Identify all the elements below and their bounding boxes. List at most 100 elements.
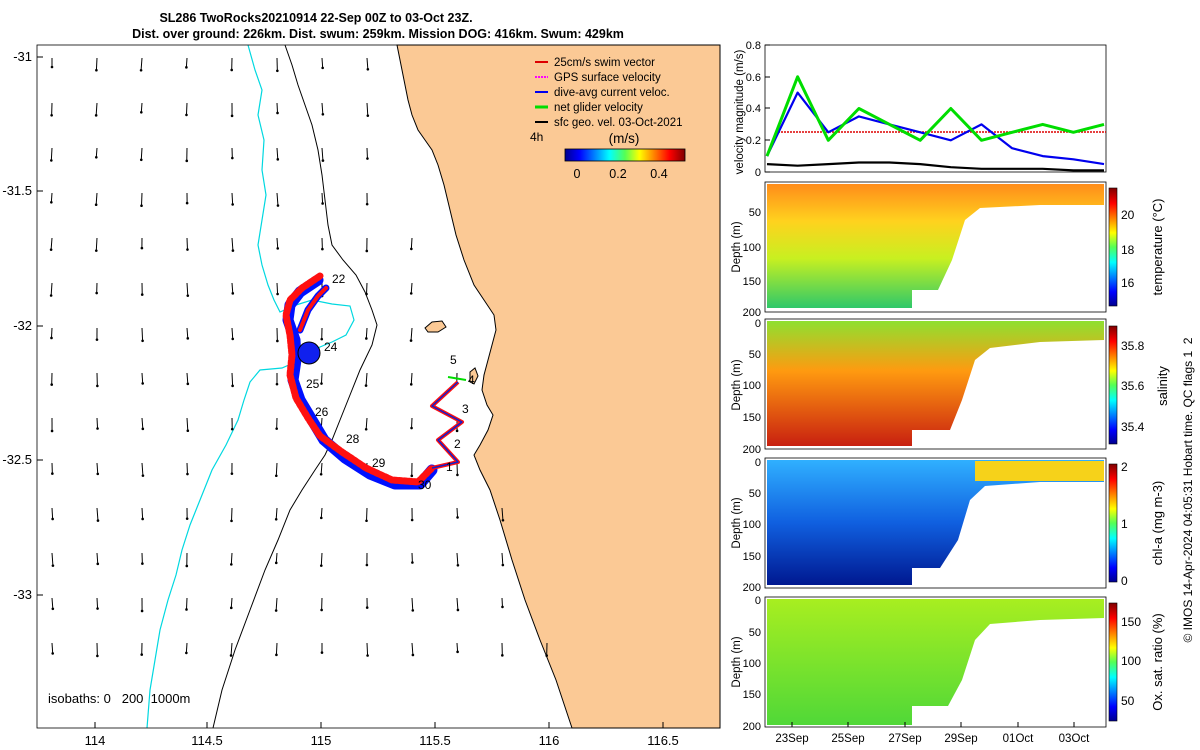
vector-arrow-head xyxy=(94,249,98,252)
vector-arrow-head xyxy=(230,68,233,72)
vector-arrow xyxy=(50,327,53,338)
vector-arrow xyxy=(51,597,54,609)
vector-arrow xyxy=(50,192,53,203)
day-label-26: 26 xyxy=(315,405,329,419)
legend-sfc: sfc geo. vel. 03-Oct-2021 xyxy=(554,117,682,129)
vector-arrow-head xyxy=(231,249,235,252)
vector-arrow-head xyxy=(320,651,324,654)
vector-arrow-head xyxy=(94,203,98,206)
vector-arrow-head xyxy=(276,69,279,73)
imos-credit: © IMOS 14-Apr-2024 04:05:31 Hobart time.… xyxy=(1181,337,1195,642)
lon-tick-116: 116 xyxy=(539,733,560,748)
vector-arrow-head xyxy=(456,563,460,567)
vector-arrow-head xyxy=(140,204,143,208)
sal-d0: 0 xyxy=(755,318,761,330)
vector-arrow xyxy=(186,282,189,296)
ox-d150: 150 xyxy=(743,689,761,701)
vector-arrow xyxy=(410,372,413,385)
vector-arrow xyxy=(141,507,144,519)
vector-arrow xyxy=(275,552,278,563)
vector-arrow-head xyxy=(50,429,54,433)
lon-tick-115.5: 115.5 xyxy=(419,733,451,748)
vector-arrow xyxy=(186,417,189,431)
chl-d200: 200 xyxy=(743,582,761,594)
vector-arrow-head xyxy=(274,609,278,612)
vector-arrow-head xyxy=(186,248,189,251)
vector-arrow xyxy=(51,507,54,520)
title-line-1: SL286 TwoRocks20210914 22-Sep 00Z to 03-… xyxy=(159,11,472,25)
vector-arrow-head xyxy=(231,203,234,206)
vector-arrow-head xyxy=(321,202,324,205)
chla-panel: 2 1 0 chl-a (mg m-3) Depth (m) 0 50 100 … xyxy=(731,457,1165,594)
x-tick-29Sep: 29Sep xyxy=(944,733,977,745)
vector-arrow-head xyxy=(364,384,368,387)
vector-arrow-head xyxy=(50,383,54,386)
vector-arrow xyxy=(231,282,234,294)
vector-arrow xyxy=(141,417,144,429)
temperature-cbar-tick-16: 16 xyxy=(1121,276,1135,290)
lat-tick--31: -31 xyxy=(13,49,32,64)
vector-arrow xyxy=(275,462,278,476)
day-label-1: 1 xyxy=(446,460,453,474)
vector-arrow-head xyxy=(275,427,278,430)
temperature-cbar-tick-18: 18 xyxy=(1121,243,1135,257)
vector-arrow-head xyxy=(230,519,233,523)
vector-arrow-head xyxy=(456,516,459,519)
vector-arrow xyxy=(230,597,233,608)
oxygen-field xyxy=(767,599,1104,725)
vector-arrow-head xyxy=(229,654,233,657)
temperature-panel: 20 18 16 temperature (°C) Depth (m) 50 1… xyxy=(731,181,1165,319)
vector-arrow xyxy=(276,102,279,113)
track-loop xyxy=(297,341,321,365)
vector-arrow xyxy=(231,372,234,386)
day-label-24: 24 xyxy=(324,340,338,354)
vector-arrow xyxy=(96,597,99,609)
vector-arrow-head xyxy=(140,110,143,114)
legend-net: net glider velocity xyxy=(554,102,643,114)
day-label-2: 2 xyxy=(454,437,461,451)
vector-arrow-head xyxy=(186,294,190,297)
vector-arrow-head xyxy=(185,651,188,655)
vector-arrow xyxy=(95,57,98,71)
vector-arrow-head xyxy=(50,65,54,69)
vector-arrow xyxy=(95,147,98,158)
vector-arrow xyxy=(321,57,324,68)
vector-arrow xyxy=(185,102,188,115)
vector-arrow-head xyxy=(96,562,100,566)
vector-arrow-head xyxy=(185,517,189,520)
vector-arrow xyxy=(456,597,459,611)
velocity-series-line xyxy=(766,91,1105,166)
colorbar-unit: (m/s) xyxy=(609,131,640,146)
oxygen-colorbar xyxy=(1108,602,1118,722)
vector-arrow-head xyxy=(50,114,53,117)
temperature-cbar-label: temperature (°C) xyxy=(1150,199,1165,296)
salinity-panel: 35.8 35.6 35.4 salinity Depth (m) 0 50 1… xyxy=(731,318,1170,456)
vector-arrow-head xyxy=(275,382,279,386)
chla-cbar-tick-2: 2 xyxy=(1121,460,1128,474)
salinity-cbar-tick-35.4: 35.4 xyxy=(1121,420,1145,434)
legend-gps: GPS surface velocity xyxy=(554,72,661,84)
lat-tick--32: -32 xyxy=(13,318,32,333)
vector-arrow-head xyxy=(364,427,368,431)
vector-arrow-head xyxy=(409,383,413,386)
vector-arrow-head xyxy=(141,562,144,565)
vector-arrow-head xyxy=(51,564,55,567)
vector-arrow-head xyxy=(139,68,143,72)
vector-arrow-head xyxy=(321,159,325,162)
temperature-field xyxy=(767,184,1104,308)
vector-arrow-head xyxy=(410,518,414,522)
vel-tick-0: 0 xyxy=(755,167,761,179)
map-vectors xyxy=(49,57,548,658)
vector-arrow-head xyxy=(95,68,98,72)
velocity-ylabel: velocity magnitude (m/s) xyxy=(734,50,746,175)
vector-arrow-head xyxy=(185,608,188,611)
vector-arrow-head xyxy=(95,291,98,295)
vector-arrow-head xyxy=(185,201,189,205)
vector-arrow xyxy=(275,597,278,611)
vector-arrow-head xyxy=(366,157,369,160)
vector-arrow-head xyxy=(319,564,323,567)
vector-arrow-head xyxy=(141,474,145,477)
legend-dive: dive-avg current veloc. xyxy=(554,87,670,99)
vector-arrow xyxy=(321,147,324,161)
vector-arrow-head xyxy=(49,248,53,251)
